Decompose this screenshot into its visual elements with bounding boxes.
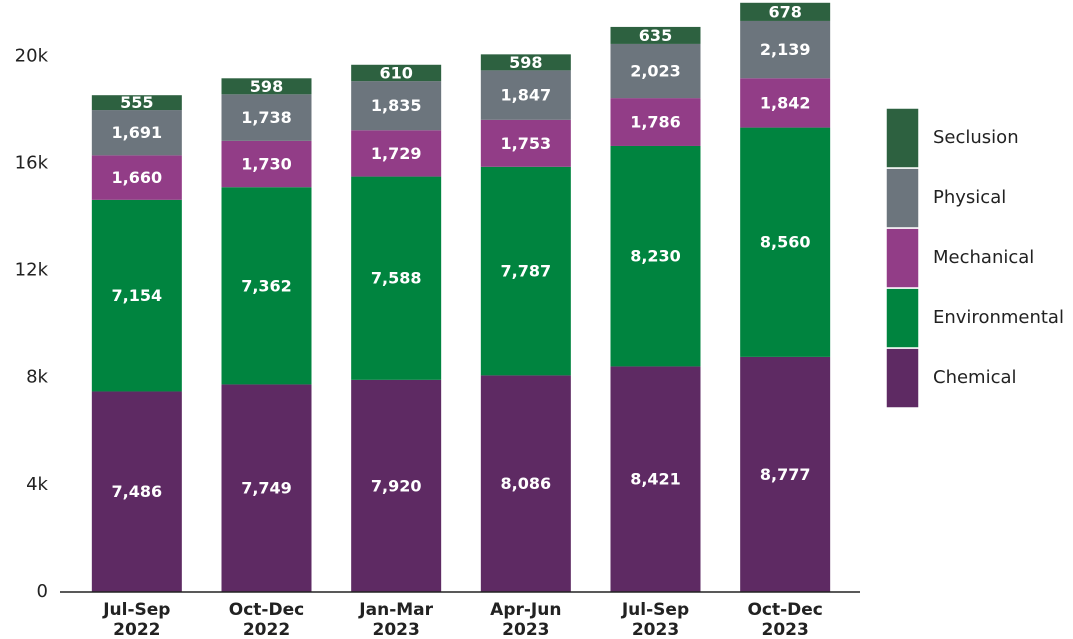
bar-segment: [740, 127, 831, 357]
data-label: 7,920: [371, 476, 422, 495]
bar-segment: [740, 78, 831, 128]
y-tick-label: 16k: [15, 152, 49, 173]
bar-segment: [740, 20, 831, 79]
y-tick-label: 12k: [15, 260, 49, 281]
data-label: 8,777: [760, 465, 811, 484]
bar-segment: [480, 54, 571, 71]
bar-segment: [351, 130, 442, 177]
bar-segment: [91, 391, 182, 592]
legend-label: Seclusion: [933, 127, 1019, 148]
data-label: 7,787: [501, 262, 552, 281]
data-label: 7,362: [241, 276, 292, 295]
data-label: 7,749: [241, 479, 292, 498]
bar-segment: [221, 94, 312, 141]
data-label: 8,560: [760, 233, 811, 252]
y-tick-label: 4k: [26, 474, 48, 495]
bar-segment: [480, 119, 571, 167]
data-label: 1,847: [501, 86, 552, 105]
x-tick-label: Jul-Sep 2022: [102, 600, 170, 639]
x-tick-label: Jan-Mar 2023: [358, 600, 433, 639]
bar-segment: [610, 98, 701, 146]
bar-segment: [740, 356, 831, 592]
data-label: 1,786: [630, 113, 681, 132]
legend-swatch: [885, 227, 920, 289]
legend-label: Chemical: [933, 367, 1017, 388]
bar-segment: [610, 145, 701, 367]
y-tick-label: 0: [37, 581, 48, 602]
bar-segment: [221, 384, 312, 592]
bar-segment: [351, 379, 442, 592]
bar-segment: [91, 95, 182, 111]
legend-swatch: [885, 347, 920, 409]
bar-segment: [221, 78, 312, 95]
x-tick-label: Oct-Dec 2022: [229, 600, 304, 639]
data-label: 1,730: [241, 155, 292, 174]
legend-label: Mechanical: [933, 247, 1034, 268]
data-label: 7,588: [371, 269, 422, 288]
data-label: 8,086: [501, 474, 552, 493]
data-label: 2,139: [760, 40, 811, 59]
x-tick-label: Jul-Sep 2023: [621, 600, 689, 639]
bar-segment: [91, 199, 182, 392]
data-label: 1,691: [112, 123, 163, 142]
bar-segment: [91, 110, 182, 156]
bar-segment: [91, 155, 182, 200]
data-label: 1,835: [371, 96, 422, 115]
data-label: 1,753: [501, 134, 552, 153]
data-label: 8,421: [630, 470, 681, 489]
data-label: 678: [768, 2, 801, 21]
bar-segment: [480, 375, 571, 592]
legend-swatch: [885, 107, 920, 169]
bar-segment: [351, 176, 442, 380]
data-label: 1,660: [112, 168, 163, 187]
bar-segment: [610, 366, 701, 592]
bar-segment: [610, 43, 701, 99]
data-label: 7,486: [112, 482, 163, 501]
bar-segment: [221, 187, 312, 385]
data-label: 8,230: [630, 247, 681, 266]
data-label: 598: [250, 77, 283, 96]
legend-label: Environmental: [933, 307, 1064, 328]
data-label: 610: [379, 63, 412, 82]
data-label: 1,729: [371, 144, 422, 163]
bar-segment: [480, 166, 571, 376]
y-tick-label: 20k: [15, 45, 49, 66]
bar-segment: [351, 64, 442, 82]
bar-segment: [610, 26, 701, 44]
data-label: 1,842: [760, 93, 811, 112]
bar-segment: [480, 70, 571, 120]
bar-segment: [351, 81, 442, 131]
bar-segment: [740, 2, 831, 21]
data-label: 555: [120, 93, 153, 112]
legend-label: Physical: [933, 187, 1006, 208]
data-label: 635: [639, 26, 672, 45]
data-label: 2,023: [630, 62, 681, 81]
bar-segment: [221, 140, 312, 188]
x-tick-label: Apr-Jun 2023: [490, 600, 561, 639]
x-tick-label: Oct-Dec 2023: [747, 600, 822, 639]
legend-swatch: [885, 167, 920, 229]
data-label: 7,154: [112, 286, 163, 305]
data-label: 1,738: [241, 108, 292, 127]
y-tick-label: 8k: [26, 367, 48, 388]
legend-swatch: [885, 287, 920, 349]
data-label: 598: [509, 53, 542, 72]
